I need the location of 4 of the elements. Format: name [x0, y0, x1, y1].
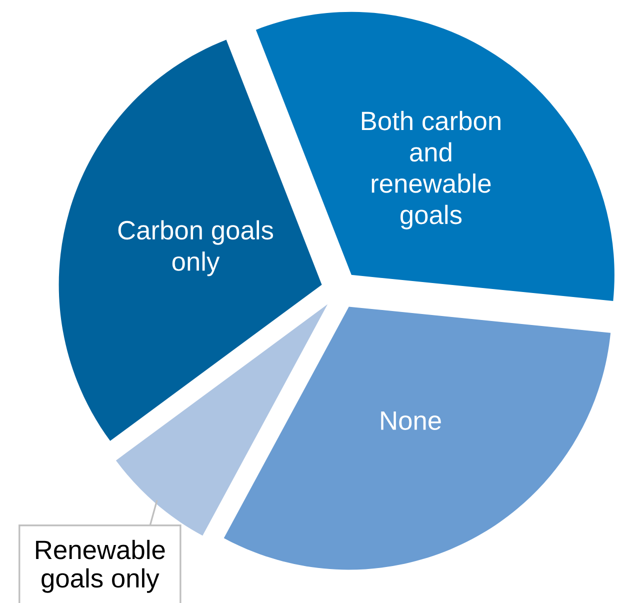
slice-label: Renewable goals only [36, 540, 165, 593]
slice-label: Carbon goals only [118, 220, 274, 276]
slice-label: None [381, 412, 441, 430]
slice-label: Both carbon and renewable goals [362, 110, 500, 230]
